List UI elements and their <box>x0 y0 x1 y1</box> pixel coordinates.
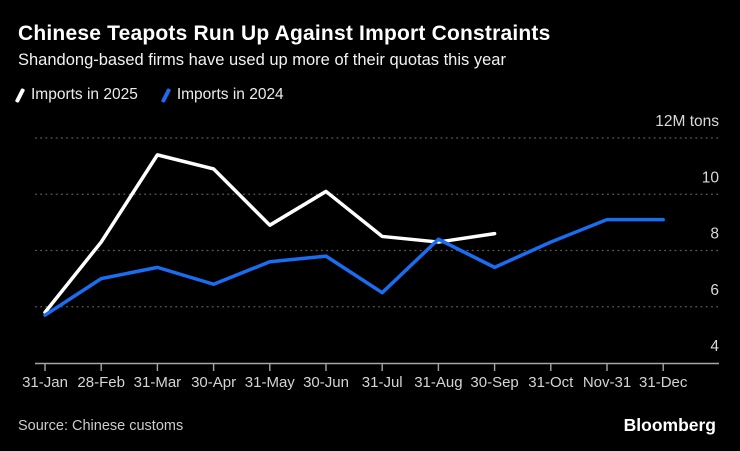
y-axis-label: 6 <box>710 282 719 299</box>
legend: Imports in 2025 Imports in 2024 <box>14 86 284 104</box>
x-tick-label: 28-Feb <box>77 374 125 391</box>
legend-label-2025: Imports in 2025 <box>31 86 138 103</box>
y-axis-label: 8 <box>710 226 719 243</box>
x-tick-label: 30-Sep <box>470 374 518 391</box>
x-tick-label: 31-Aug <box>414 374 462 391</box>
chart-title: Chinese Teapots Run Up Against Import Co… <box>18 22 551 45</box>
series-line-2025 <box>43 153 497 315</box>
x-tick-label: 30-Jun <box>303 374 349 391</box>
series-line-2024 <box>43 217 665 317</box>
x-tick-label: 31-Oct <box>528 374 574 391</box>
source-text: Source: Chinese customs <box>18 418 184 434</box>
chart-subtitle: Shandong-based firms have used up more o… <box>18 51 506 69</box>
y-axis-label: 4 <box>710 338 719 355</box>
bloomberg-logo: Bloomberg <box>623 415 716 435</box>
x-tick-label: 31-Jul <box>362 374 403 391</box>
x-tick-label: 31-Dec <box>639 374 688 391</box>
x-tick-label: Nov-31 <box>583 374 631 391</box>
legend-label-2024: Imports in 2024 <box>176 86 284 103</box>
x-tick-label: 31-Jan <box>22 374 68 391</box>
legend-item-2024: Imports in 2024 <box>160 86 284 104</box>
x-tick-label: 30-Apr <box>191 374 236 391</box>
y-axis-label: 10 <box>702 169 720 186</box>
y-axis-unit-label: 12M tons <box>655 113 719 130</box>
x-tick-label: 31-May <box>245 374 296 391</box>
legend-item-2025: Imports in 2025 <box>14 86 138 104</box>
x-tick-label: 31-Mar <box>134 374 182 391</box>
